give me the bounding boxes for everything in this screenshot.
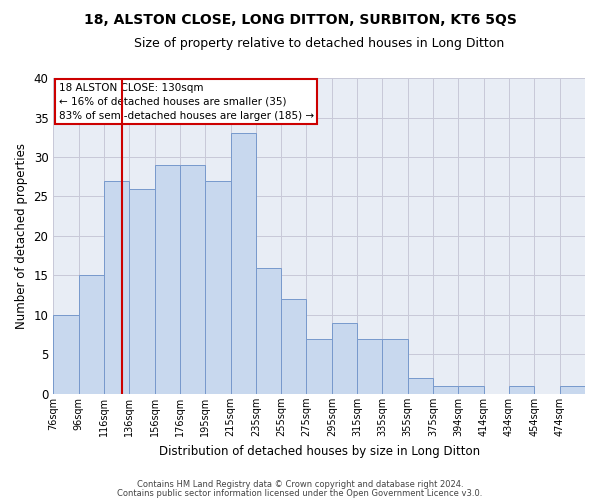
Title: Size of property relative to detached houses in Long Ditton: Size of property relative to detached ho… xyxy=(134,38,504,51)
Text: 18, ALSTON CLOSE, LONG DITTON, SURBITON, KT6 5QS: 18, ALSTON CLOSE, LONG DITTON, SURBITON,… xyxy=(83,12,517,26)
Bar xyxy=(53,315,79,394)
Y-axis label: Number of detached properties: Number of detached properties xyxy=(15,143,28,329)
Bar xyxy=(155,165,180,394)
Bar xyxy=(560,386,585,394)
Text: Contains public sector information licensed under the Open Government Licence v3: Contains public sector information licen… xyxy=(118,488,482,498)
Bar xyxy=(205,180,230,394)
Bar xyxy=(230,134,256,394)
Bar xyxy=(433,386,458,394)
Bar xyxy=(180,165,205,394)
Text: Contains HM Land Registry data © Crown copyright and database right 2024.: Contains HM Land Registry data © Crown c… xyxy=(137,480,463,489)
Bar xyxy=(332,323,357,394)
Bar xyxy=(256,268,281,394)
Bar xyxy=(79,276,104,394)
Bar xyxy=(357,338,382,394)
Bar xyxy=(307,338,332,394)
Bar xyxy=(509,386,535,394)
Bar xyxy=(129,188,155,394)
Bar xyxy=(408,378,433,394)
X-axis label: Distribution of detached houses by size in Long Ditton: Distribution of detached houses by size … xyxy=(158,444,480,458)
Bar xyxy=(382,338,408,394)
Bar xyxy=(458,386,484,394)
Text: 18 ALSTON CLOSE: 130sqm
← 16% of detached houses are smaller (35)
83% of semi-de: 18 ALSTON CLOSE: 130sqm ← 16% of detache… xyxy=(59,83,314,121)
Bar xyxy=(281,299,307,394)
Bar xyxy=(104,180,129,394)
